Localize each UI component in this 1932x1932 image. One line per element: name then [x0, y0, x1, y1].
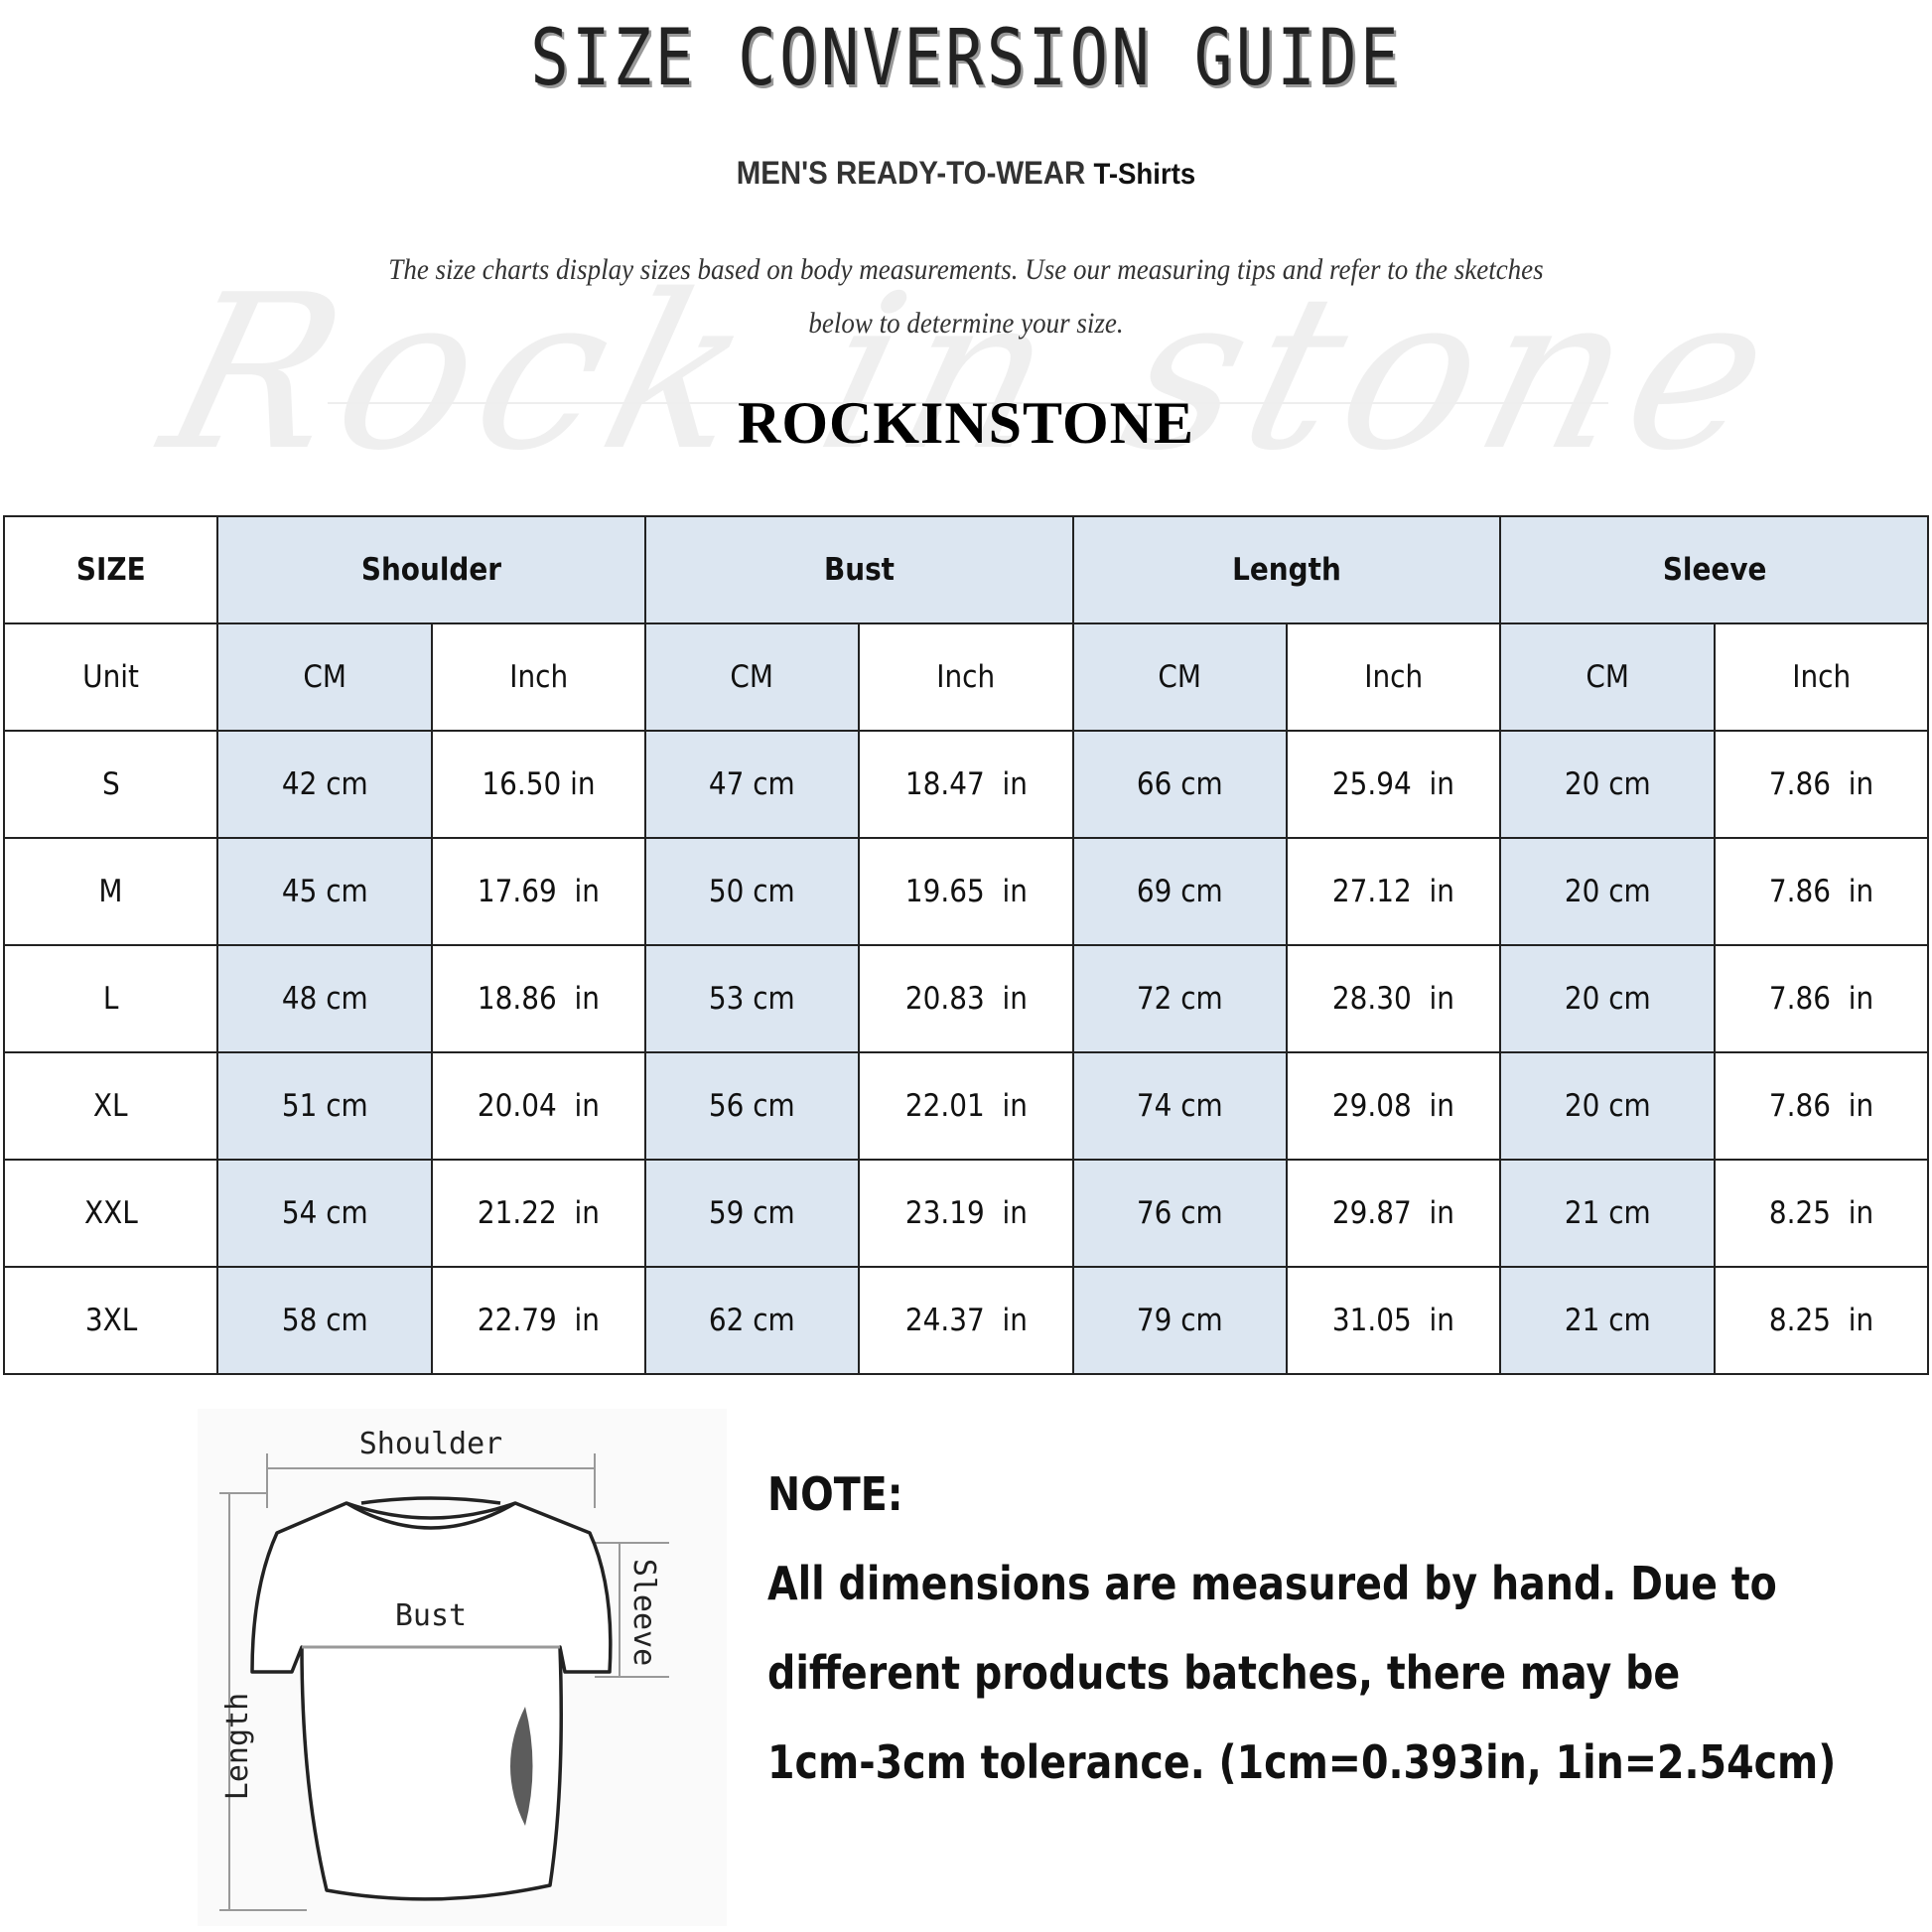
table-cell: 7.86 in	[1713, 837, 1930, 946]
group-header-shoulder: Shoulder	[216, 515, 646, 624]
table-cell: 76 cm	[1071, 1159, 1288, 1268]
table-row: XL 51 cm 20.04 in 56 cm 22.01 in 74 cm 29.08 i…	[2, 1051, 1930, 1161]
table-cell: 74 cm	[1071, 1051, 1288, 1161]
table-cell: 16.50 in	[430, 730, 646, 839]
table-cell: 50 cm	[643, 837, 861, 946]
table-cell: 54 cm	[216, 1159, 433, 1268]
table-cell: 22.79 in	[430, 1266, 646, 1375]
table-cell: 21 cm	[1499, 1159, 1716, 1268]
size-cell: XL	[2, 1051, 219, 1161]
table-cell: 25.94 in	[1285, 730, 1502, 839]
table-cell: 59 cm	[643, 1159, 861, 1268]
table-cell: 51 cm	[216, 1051, 433, 1161]
table-cell: 8.25 in	[1713, 1159, 1930, 1268]
table-cell: 21.22 in	[430, 1159, 646, 1268]
unit-header-cm: CM	[216, 622, 433, 732]
table-row: S 42 cm 16.50 in 47 cm 18.47 in 66 cm 25.94 in…	[2, 730, 1930, 839]
table-cell: 48 cm	[216, 944, 433, 1053]
group-header-sleeve: Sleeve	[1499, 515, 1929, 624]
table-cell: 53 cm	[643, 944, 861, 1053]
page-title: SIZE CONVERSION GUIDE	[530, 14, 1402, 103]
unit-header-cm: CM	[1071, 622, 1288, 732]
table-cell: 42 cm	[216, 730, 433, 839]
table-cell: 18.47 in	[858, 730, 1074, 839]
group-header-bust: Bust	[643, 515, 1074, 624]
size-cell: XXL	[2, 1159, 219, 1268]
table-cell: 31.05 in	[1285, 1266, 1502, 1375]
unit-header-cm: CM	[1499, 622, 1716, 732]
table-cell: 7.86 in	[1713, 730, 1930, 839]
note-line: 1cm-3cm tolerance. (1cm=0.393in, 1in=2.5…	[767, 1735, 1837, 1789]
table-row: L 48 cm 18.86 in 53 cm 20.83 in 72 cm 28.30 in…	[2, 944, 1930, 1053]
size-header: SIZE	[2, 515, 219, 624]
table-cell: 24.37 in	[858, 1266, 1074, 1375]
table-row: 3XL 58 cm 22.79 in 62 cm 24.37 in 79 cm 31.05 …	[2, 1266, 1930, 1375]
unit-header-inch: Inch	[1285, 622, 1502, 732]
table-cell: 45 cm	[216, 837, 433, 946]
note-line: All dimensions are measured by hand. Due…	[767, 1557, 1777, 1610]
table-cell: 20 cm	[1499, 944, 1716, 1053]
size-cell: S	[2, 730, 219, 839]
table-cell: 18.86 in	[430, 944, 646, 1053]
table-cell: 21 cm	[1499, 1266, 1716, 1375]
table-cell: 17.69 in	[430, 837, 646, 946]
table-cell: 20 cm	[1499, 837, 1716, 946]
unit-header-inch: Inch	[1713, 622, 1930, 732]
table-cell: 27.12 in	[1285, 837, 1502, 946]
size-cell: L	[2, 944, 219, 1053]
unit-header-inch: Inch	[430, 622, 646, 732]
table-cell: 7.86 in	[1713, 944, 1930, 1053]
intro-line-1: The size charts display sizes based on b…	[388, 253, 1544, 286]
note: NOTE: All dimensions are measured by han…	[767, 1449, 1919, 1807]
label-bust: Bust	[395, 1598, 467, 1633]
subtitle-main: MEN'S READY-TO-WEAR	[736, 155, 1086, 191]
size-cell: 3XL	[2, 1266, 219, 1375]
table-cell: 56 cm	[643, 1051, 861, 1161]
table-cell: 20 cm	[1499, 730, 1716, 839]
subtitle-product: T-Shirts	[1093, 158, 1196, 191]
note-heading: NOTE:	[767, 1467, 903, 1521]
table-cell: 47 cm	[643, 730, 861, 839]
unit-row: Unit CM Inch CM Inch CM Inch CM Inch	[2, 622, 1930, 732]
table-header-row: SIZE Shoulder Bust Length Sleeve	[2, 515, 1929, 624]
table-cell: 20.83 in	[858, 944, 1074, 1053]
label-length: Length	[220, 1693, 255, 1800]
note-line: different products batches, there may be	[767, 1646, 1681, 1700]
label-shoulder: Shoulder	[359, 1427, 503, 1461]
table-cell: 20 cm	[1499, 1051, 1716, 1161]
size-table: SIZE Shoulder Bust Length Sleeve Unit CM…	[2, 515, 1930, 1375]
table-cell: 29.08 in	[1285, 1051, 1502, 1161]
size-cell: M	[2, 837, 219, 946]
table-cell: 20.04 in	[430, 1051, 646, 1161]
table-cell: 58 cm	[216, 1266, 433, 1375]
unit-header-cm: CM	[643, 622, 861, 732]
table-cell: 7.86 in	[1713, 1051, 1930, 1161]
divider	[328, 402, 1608, 404]
intro-line-2: below to determine your size.	[808, 307, 1124, 340]
table-cell: 66 cm	[1071, 730, 1288, 839]
unit-header-inch: Inch	[858, 622, 1074, 732]
table-cell: 62 cm	[643, 1266, 861, 1375]
tshirt-measurement-diagram: Shoulder Bust Length Sleeve	[198, 1409, 727, 1926]
label-sleeve: Sleeve	[626, 1559, 661, 1666]
table-row: XXL 54 cm 21.22 in 59 cm 23.19 in 76 cm 29.87 …	[2, 1159, 1930, 1268]
table-cell: 28.30 in	[1285, 944, 1502, 1053]
table-row: M 45 cm 17.69 in 50 cm 19.65 in 69 cm 27.12 in…	[2, 837, 1930, 946]
table-cell: 19.65 in	[858, 837, 1074, 946]
table-cell: 79 cm	[1071, 1266, 1288, 1375]
table-cell: 72 cm	[1071, 944, 1288, 1053]
table-cell: 22.01 in	[858, 1051, 1074, 1161]
table-cell: 8.25 in	[1713, 1266, 1930, 1375]
unit-label: Unit	[2, 622, 219, 732]
table-cell: 29.87 in	[1285, 1159, 1502, 1268]
brand-name: ROCKINSTONE	[737, 390, 1194, 456]
subtitle: MEN'S READY-TO-WEAR T-Shirts	[77, 155, 1855, 192]
group-header-length: Length	[1071, 515, 1502, 624]
table-cell: 69 cm	[1071, 837, 1288, 946]
table-cell: 23.19 in	[858, 1159, 1074, 1268]
